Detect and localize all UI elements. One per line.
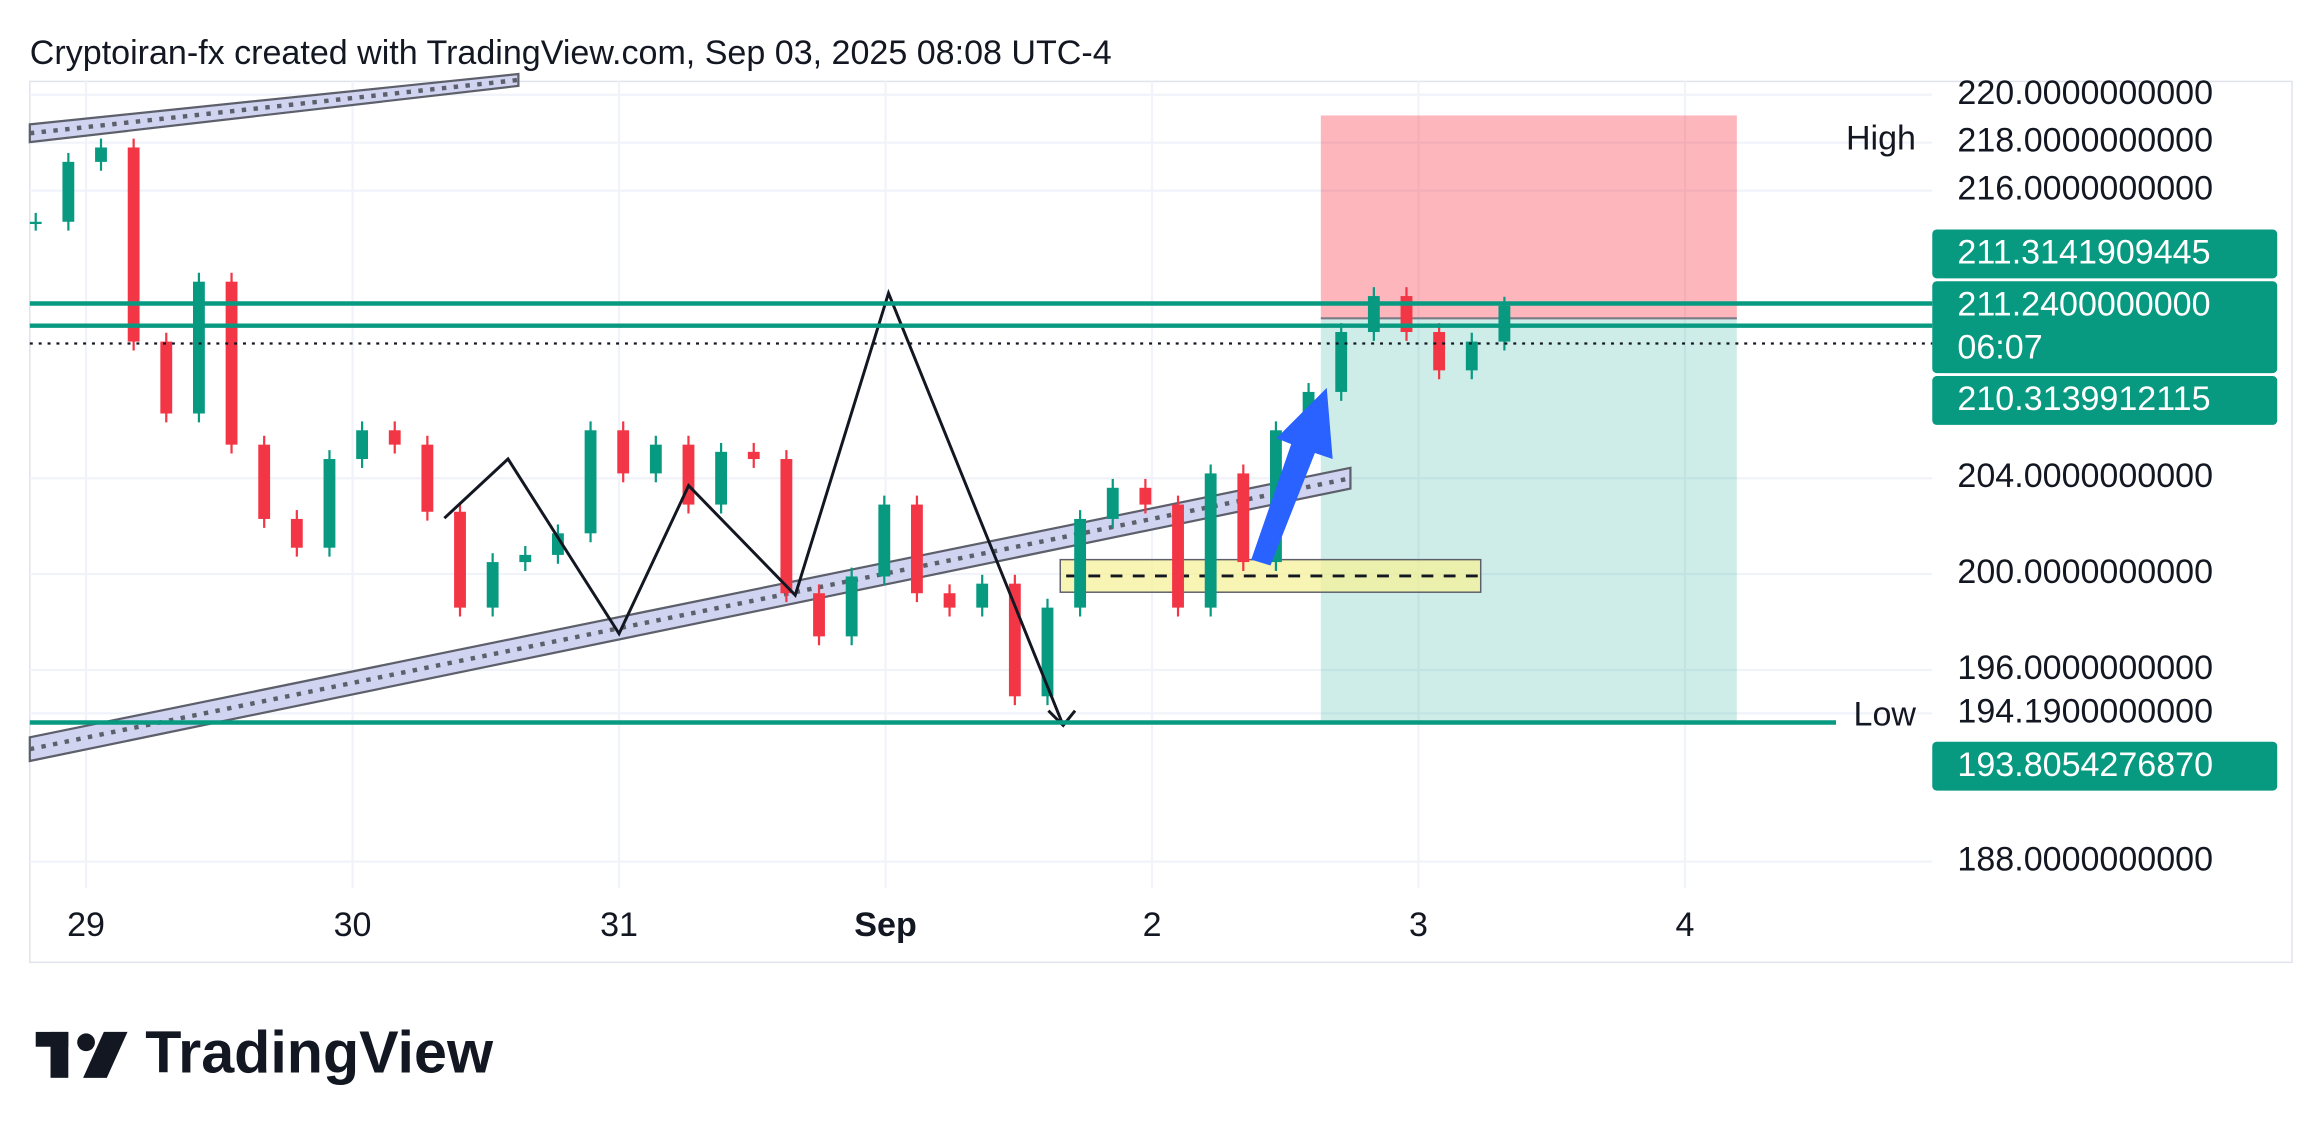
candle — [845, 576, 858, 637]
candle — [747, 451, 760, 460]
candle — [1106, 487, 1119, 519]
badge-label: 211.3141909445 — [1957, 234, 2210, 272]
price-badge — [1932, 376, 2278, 425]
candle — [649, 444, 662, 474]
badge-label: 210.3139912115 — [1957, 380, 2210, 418]
candle — [356, 430, 369, 460]
candle — [715, 451, 728, 505]
candle — [552, 533, 564, 555]
blue-arrow — [1251, 387, 1333, 566]
candle — [421, 444, 434, 512]
badge-label: 211.2400000000 — [1957, 285, 2210, 323]
zigzag-arrowhead — [1047, 709, 1077, 728]
time-label: Sep — [854, 906, 916, 944]
candle — [682, 444, 695, 505]
price-axis: 220.0000000000 218.0000000000 216.00000000… — [1932, 74, 2278, 879]
candle — [1204, 473, 1217, 608]
candle — [943, 593, 956, 608]
candle — [225, 281, 238, 445]
candle — [1465, 341, 1478, 371]
candle — [1367, 296, 1380, 333]
candle — [911, 504, 923, 594]
candle — [1139, 487, 1152, 505]
candle — [388, 430, 401, 445]
logo: TradingView — [35, 1019, 494, 1086]
candle — [1041, 607, 1054, 697]
candle — [486, 562, 499, 608]
candle — [95, 147, 107, 162]
candle — [584, 430, 597, 534]
stop-zone — [1320, 115, 1737, 319]
price-label: 194.1900000000 — [1957, 692, 2213, 730]
candle — [617, 430, 630, 474]
zigzag — [443, 288, 1065, 727]
candle — [62, 161, 75, 222]
target-zone — [1320, 318, 1737, 723]
candle — [1335, 332, 1348, 392]
time-label: 3 — [1409, 906, 1428, 944]
candle — [258, 444, 271, 519]
candle — [454, 511, 466, 608]
attribution: Cryptoiran-fx created with TradingView.c… — [30, 34, 1112, 72]
time-label: 29 — [67, 906, 105, 944]
time-label: 30 — [334, 906, 372, 944]
low-label: Low — [1854, 696, 1917, 734]
candles — [29, 138, 1511, 706]
candle — [1074, 518, 1087, 608]
candle — [323, 459, 336, 548]
candle — [1433, 332, 1446, 371]
candle — [878, 504, 891, 577]
price-badge — [1932, 741, 2278, 791]
price-label: 204.0000000000 — [1957, 457, 2213, 495]
candle — [1237, 473, 1250, 563]
price-badge — [1932, 281, 2278, 374]
badge-countdown: 06:07 — [1957, 328, 2042, 366]
candle — [519, 554, 532, 563]
price-label: 200.0000000000 — [1957, 553, 2213, 591]
price-label: 188.0000000000 — [1957, 841, 2213, 879]
price-label: 220.0000000000 — [1957, 74, 2213, 112]
candle — [127, 147, 140, 342]
candle — [1008, 583, 1021, 697]
candle — [780, 459, 793, 594]
candle — [290, 518, 303, 548]
candle — [1172, 504, 1184, 608]
candle — [813, 593, 825, 637]
candle — [29, 221, 42, 224]
candle — [192, 281, 205, 414]
candle — [976, 583, 989, 608]
chart-frame — [29, 80, 2293, 964]
badge-label: 193.8054276870 — [1957, 746, 2213, 784]
candle — [1400, 296, 1413, 333]
price-label: 218.0000000000 — [1957, 122, 2213, 160]
candle — [160, 341, 173, 414]
channel-bottom — [28, 466, 1352, 763]
time-label: 31 — [600, 906, 638, 944]
price-badge — [1932, 229, 2278, 279]
logo-text: TradingView — [145, 1019, 494, 1086]
channel-top — [28, 72, 520, 144]
price-label: 216.0000000000 — [1957, 170, 2213, 208]
time-label: 2 — [1143, 906, 1162, 944]
price-label: 196.0000000000 — [1957, 649, 2213, 687]
high-label: High — [1846, 120, 1916, 158]
time-label: 4 — [1676, 906, 1695, 944]
